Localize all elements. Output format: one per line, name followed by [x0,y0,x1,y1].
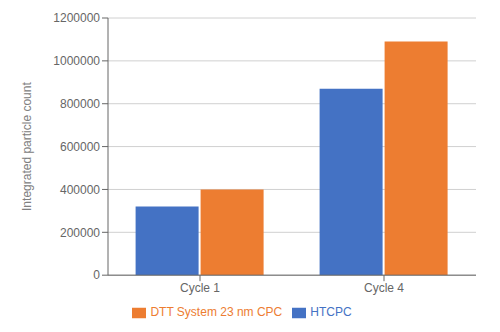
svg-text:800000: 800000 [60,97,100,111]
svg-text:Cycle 4: Cycle 4 [364,281,404,295]
svg-text:1200000: 1200000 [53,11,100,25]
svg-text:400000: 400000 [60,183,100,197]
svg-text:Cycle 1: Cycle 1 [180,281,220,295]
html-text:HTCPC: HTCPC [310,305,352,320]
svg-text:0: 0 [93,268,100,282]
svg-text:600000: 600000 [60,140,100,154]
svg-text:1000000: 1000000 [53,54,100,68]
svg-text:Integrated particle count: Integrated particle count [20,82,34,211]
svg-text:200000: 200000 [60,226,100,240]
html-text:DTT System 23 nm CPC: DTT System 23 nm CPC [150,305,283,320]
